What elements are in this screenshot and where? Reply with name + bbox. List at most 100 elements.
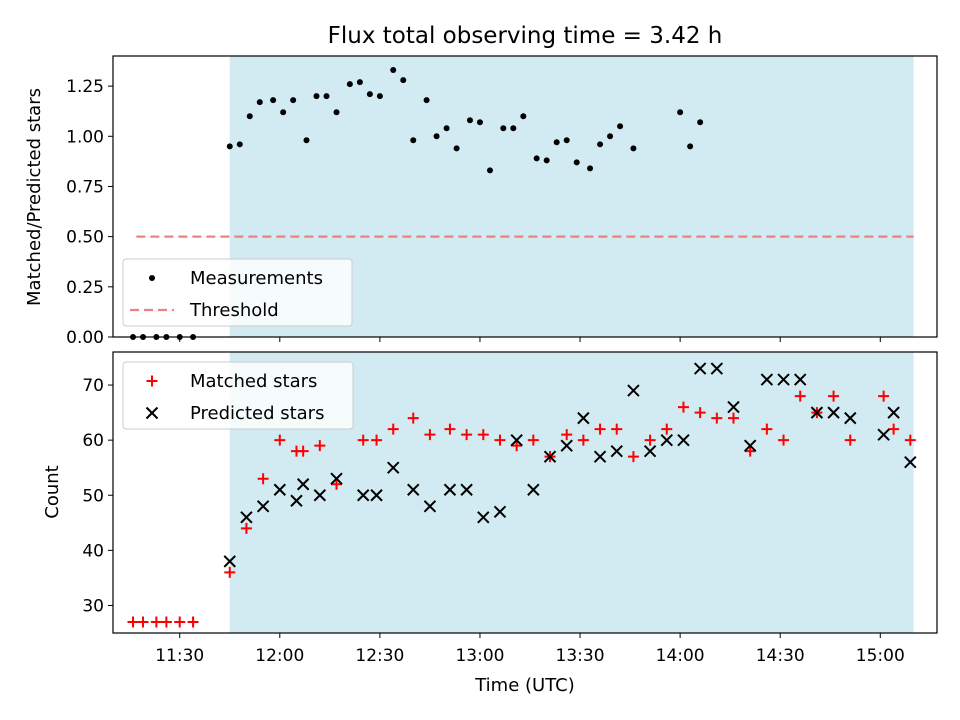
x-tick-label: 15:00 [856, 646, 905, 666]
measurement-point [303, 137, 310, 144]
top-y-tick-label: 0.25 [66, 278, 104, 298]
predicted-stars-point [370, 489, 383, 502]
measurement-point [256, 99, 263, 106]
predicted-stars-point [743, 439, 757, 452]
matched-stars-point [357, 434, 369, 446]
predicted-stars-point [677, 433, 690, 447]
matched-stars-point [644, 434, 656, 446]
legend-x-icon [145, 406, 159, 420]
matched-stars-point [828, 390, 840, 402]
top-legend: Measurements Threshold [122, 258, 353, 327]
chart-title: Flux total observing time = 3.42 h [328, 23, 723, 49]
matched-stars-point [527, 434, 539, 446]
matched-stars-point [274, 434, 286, 446]
measurement-point [433, 133, 440, 140]
matched-stars-point [844, 434, 856, 446]
measurement-point [400, 77, 407, 84]
predicted-stars-point [593, 450, 607, 463]
measurement-point [617, 123, 624, 130]
predicted-stars-point [477, 511, 490, 524]
matched-stars-point [561, 429, 573, 441]
predicted-stars-point [330, 472, 343, 485]
top-panel: 0.00 0.25 0.50 0.75 1.00 1.25 Measurements Thre… [66, 55, 938, 348]
bottom-y-axis-label: Count [42, 465, 63, 518]
legend-label: Measurements [190, 268, 323, 289]
measurement-point [390, 67, 397, 74]
measurement-point [677, 109, 684, 116]
matched-stars-point [594, 423, 606, 435]
measurement-point [280, 109, 287, 116]
x-tick-label: 12:00 [255, 646, 304, 666]
matched-stars-point [477, 429, 489, 441]
measurement-point [356, 79, 363, 86]
predicted-stars-point [610, 444, 623, 458]
measurement-point [597, 141, 604, 148]
bottom-y-tick-label: 40 [82, 541, 104, 561]
predicted-stars-point [493, 505, 507, 518]
x-tick-label: 13:00 [455, 646, 504, 666]
predicted-stars-point [643, 444, 657, 458]
matched-stars-point [904, 434, 916, 446]
matched-stars-point [387, 423, 399, 435]
measurement-point [236, 141, 243, 148]
measurement-point [466, 117, 473, 124]
matched-stars-point [577, 434, 589, 446]
predicted-stars-point [240, 511, 253, 524]
matched-stars-point [127, 616, 139, 628]
matched-stars-point [761, 423, 773, 435]
matched-stars-point [297, 445, 309, 457]
matched-stars-point [224, 566, 236, 578]
predicted-stars-point [777, 373, 790, 386]
measurement-point [346, 81, 353, 88]
top-legend-box [122, 258, 353, 327]
predicted-stars-point [660, 433, 673, 447]
predicted-stars-point [543, 450, 557, 463]
top-plot-frame [112, 55, 938, 338]
matched-stars-point [331, 478, 343, 490]
predicted-stars-point [627, 384, 640, 397]
predicted-stars-point [527, 483, 540, 496]
measurement-point [423, 97, 430, 104]
matched-stars-point [424, 429, 436, 441]
matched-stars-point [794, 390, 806, 402]
predicted-stars-point [727, 400, 740, 414]
predicted-stars-point [407, 483, 420, 496]
top-y-tick-label: 0.75 [66, 177, 104, 197]
x-tick-label: 12:30 [355, 646, 404, 666]
legend-label: Matched stars [190, 371, 317, 392]
matched-stars-point [160, 616, 172, 628]
predicted-stars-point [443, 483, 457, 496]
top-y-tick-label: 1.00 [66, 127, 104, 147]
predicted-stars-point [313, 489, 327, 502]
predicted-stars-point [290, 494, 303, 507]
matched-stars-point [494, 434, 506, 446]
matched-stars-point [174, 616, 186, 628]
predicted-stars-point [844, 411, 857, 425]
bottom-y-tick-label: 60 [82, 431, 104, 451]
x-axis-label: Time (UTC) [474, 675, 575, 696]
measurement-point [573, 159, 580, 166]
predicted-stars-point [510, 433, 523, 447]
predicted-stars-point [423, 500, 437, 513]
measurement-point [313, 93, 320, 100]
measurement-point [520, 113, 527, 120]
measurement-point [486, 167, 493, 174]
legend-label: Predicted stars [190, 403, 324, 424]
predicted-stars-point [356, 489, 370, 502]
measurement-point [226, 143, 233, 150]
matched-stars-point [407, 412, 419, 424]
measurement-point [630, 145, 637, 152]
predicted-stars-point [693, 362, 707, 375]
matched-stars-point [371, 434, 383, 446]
bottom-y-tick-label: 30 [82, 596, 104, 616]
predicted-stars-point [577, 411, 590, 425]
measurement-point [476, 119, 483, 126]
predicted-stars-point [760, 373, 774, 386]
predicted-stars-point [810, 406, 824, 419]
predicted-stars-point [877, 428, 890, 441]
x-tick-label: 14:30 [756, 646, 805, 666]
matched-stars-point [627, 451, 639, 463]
top-y-tick-label: 1.25 [66, 77, 104, 97]
predicted-stars-point [387, 461, 400, 474]
